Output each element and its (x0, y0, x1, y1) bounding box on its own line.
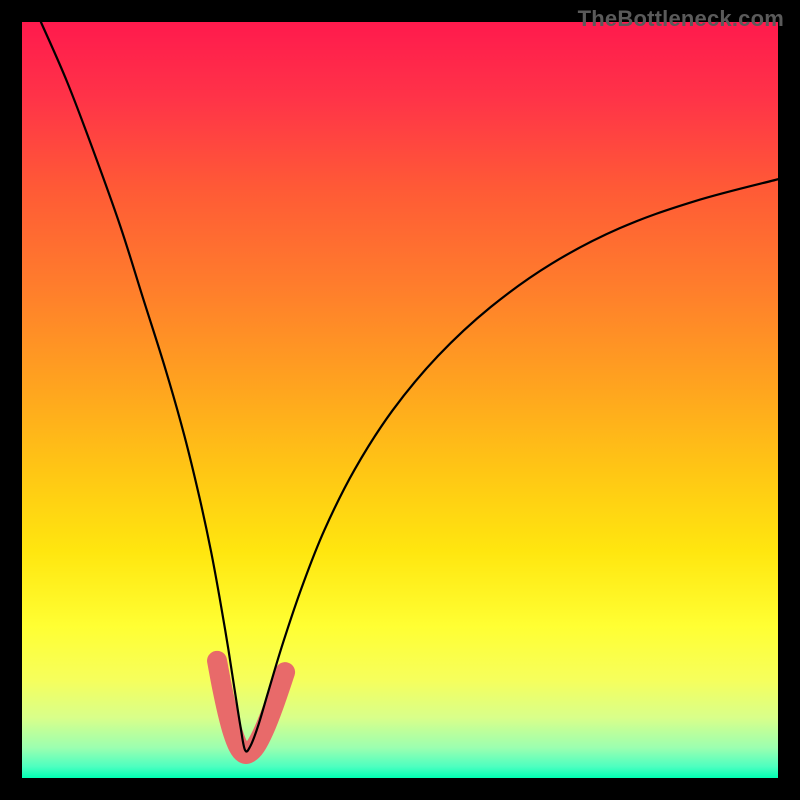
chart-container: TheBottleneck.com (0, 0, 800, 800)
bottleneck-chart (0, 0, 800, 800)
watermark-text: TheBottleneck.com (578, 6, 784, 32)
